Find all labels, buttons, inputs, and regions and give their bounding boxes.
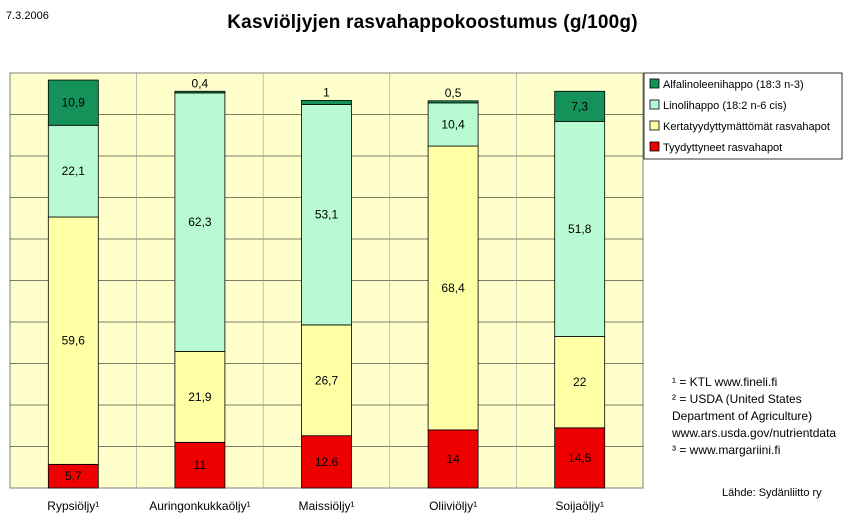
bar-segment: [427, 100, 479, 104]
bar-segment: [554, 90, 606, 122]
bar-segment: [427, 102, 479, 147]
chart-title: Kasviöljyjen rasvahappokoostumus (g/100g…: [227, 12, 638, 33]
legend-swatch: [649, 99, 660, 110]
legend-swatch: [649, 120, 660, 131]
legend-label: Tyydyttyneet rasvahapot: [663, 142, 782, 154]
data-label: 21,9: [188, 390, 212, 404]
bar-segment: [47, 79, 99, 126]
footnotes: ¹ = KTL www.fineli.fi ² = USDA (United S…: [672, 374, 862, 459]
bar-segment: [554, 336, 606, 429]
data-label: 51,8: [568, 222, 592, 236]
legend-label: Linolihappo (18:2 n-6 cis): [663, 100, 787, 112]
bar-segment: [47, 124, 99, 218]
data-label: 14,5: [568, 451, 592, 465]
footnote-1: ¹ = KTL www.fineli.fi: [672, 375, 778, 389]
data-labels: 5,7 59,6 22,1 10,9 11 21,9 62,3 0,4 12,6 26,7 53,1…: [62, 76, 592, 483]
footnote-3: ³ = www.margariini.fi: [672, 443, 781, 457]
chart-date: 7.3.2006: [6, 10, 49, 22]
bar-segment: [301, 324, 352, 437]
data-label: 59,6: [62, 334, 86, 348]
bar-segment: [301, 104, 352, 326]
category-label: Oliiviöljy¹: [429, 499, 477, 513]
bar-segment: [301, 435, 352, 489]
bar-segment: [301, 99, 352, 105]
legend-box: [643, 72, 843, 160]
data-label: 11: [194, 458, 207, 472]
data-label: 0,4: [192, 76, 209, 90]
data-label: 12,6: [315, 455, 339, 469]
x-axis: Rypsiöljy¹ Auringonkukkaöljy¹ Maissiöljy¹ O…: [47, 499, 604, 513]
footnote-2: ² = USDA (United States Department of Ag…: [672, 392, 837, 440]
data-label: 0,5: [445, 86, 462, 100]
category-label: Soijaöljy¹: [555, 499, 604, 513]
bar-segment: [554, 121, 606, 337]
legend-swatch: [649, 141, 660, 152]
data-label: 14: [446, 452, 460, 466]
data-label: 10,9: [62, 96, 86, 110]
data-label: 22: [573, 375, 587, 389]
data-label: 53,1: [315, 208, 339, 222]
legend-label: Alfalinoleenihappo (18:3 n-3): [663, 79, 804, 91]
data-label: 1: [323, 85, 330, 99]
bar-segment: [427, 145, 479, 431]
bar-segment: [47, 216, 99, 465]
bar-segment: [554, 427, 606, 489]
category-label: Maissiöljy¹: [298, 499, 354, 513]
bar-segment: [174, 90, 226, 94]
bar-segment: [427, 429, 479, 489]
data-label: 5,7: [65, 469, 82, 483]
data-label: 62,3: [188, 215, 212, 229]
data-label: 22,1: [62, 164, 86, 178]
legend-label: Kertatyydyttymättömät rasvahapot: [663, 121, 830, 133]
data-label: 68,4: [441, 281, 465, 295]
data-label: 26,7: [315, 373, 339, 387]
category-label: Rypsiöljy¹: [47, 499, 99, 513]
legend: Alfalinoleenihappo (18:3 n-3) Linolihappo…: [643, 72, 843, 160]
bar-segment: [174, 92, 226, 352]
bars: [47, 79, 606, 489]
legend-swatch: [649, 78, 660, 89]
source-note: Lähde: Sydänliitto ry: [722, 487, 822, 499]
data-label: 7,3: [571, 99, 588, 113]
bar-segment: [174, 441, 226, 489]
category-label: Auringonkukkaöljy¹: [149, 499, 250, 513]
data-label: 10,4: [441, 117, 465, 131]
